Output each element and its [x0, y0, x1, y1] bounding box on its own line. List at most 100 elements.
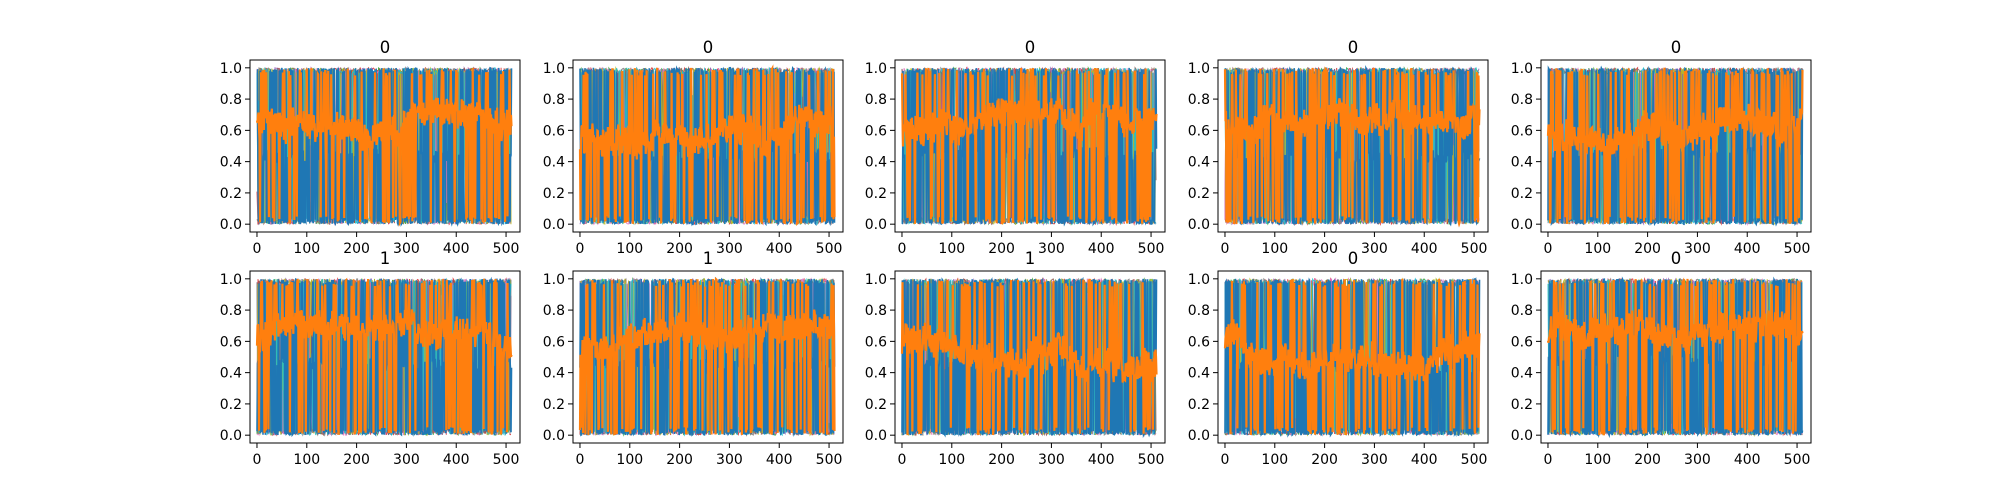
- y-tick-label: 0.0: [865, 217, 887, 233]
- x-tick-label: 100: [1584, 452, 1611, 468]
- x-tick-label: 100: [616, 452, 643, 468]
- y-tick-label: 0.2: [220, 397, 242, 413]
- subplot-5: 0 100 200 300 400 500 0.0 0.2 0.4 0.6 0.8 1.0 1: [220, 249, 521, 468]
- subplot-1: 0 100 200 300 400 500 0.0 0.2 0.4 0.6 0.8 1.0 0: [543, 38, 844, 257]
- y-tick-label: 0.8: [1188, 92, 1210, 108]
- x-tick-label: 400: [766, 241, 793, 257]
- y-tick-label: 1.0: [1511, 272, 1533, 288]
- axes-frame: [894, 270, 1166, 444]
- y-tick-label: 0.4: [865, 155, 887, 171]
- x-tick-label: 0: [898, 241, 907, 257]
- subplot-6: 0 100 200 300 400 500 0.0 0.2 0.4 0.6 0.8 1.0 1: [543, 249, 844, 468]
- plot-area: [578, 64, 836, 227]
- subplot-title: 1: [703, 249, 714, 268]
- series-line-2: [1546, 277, 1804, 436]
- y-tick-label: 1.0: [865, 61, 887, 77]
- x-tick-label: 0: [898, 452, 907, 468]
- y-tick-label: 0.6: [865, 123, 887, 139]
- plot-area: [578, 276, 836, 437]
- x-tick-label: 100: [938, 241, 965, 257]
- y-tick-label: 0.0: [1188, 217, 1210, 233]
- axes-frame: [1540, 270, 1812, 444]
- x-tick-label: 300: [1038, 452, 1065, 468]
- y-tick-label: 0.4: [220, 155, 242, 171]
- y-tick-label: 0.0: [1511, 428, 1533, 444]
- x-tick-label: 200: [343, 241, 370, 257]
- subplot-9: 0 100 200 300 400 500 0.0 0.2 0.4 0.6 0.8 1.0 0: [1511, 249, 1812, 468]
- y-tick-label: 0.0: [1511, 217, 1533, 233]
- y-tick-label: 0.2: [1188, 186, 1210, 202]
- y-tick-label: 0.6: [865, 334, 887, 350]
- y-tick-label: 0.2: [543, 397, 565, 413]
- y-tick-label: 0.0: [220, 428, 242, 444]
- x-tick-label: 200: [1311, 452, 1338, 468]
- axes-frame: [1217, 270, 1489, 444]
- plot-area: [255, 276, 513, 438]
- subplot-7: 0 100 200 300 400 500 0.0 0.2 0.4 0.6 0.8 1.0 1: [865, 249, 1166, 468]
- series-line-2: [900, 67, 1158, 225]
- x-tick-label: 0: [576, 452, 585, 468]
- series-line-2: [578, 276, 836, 436]
- y-tick-label: 0.2: [220, 186, 242, 202]
- y-tick-label: 0.4: [865, 366, 887, 382]
- y-tick-label: 1.0: [865, 272, 887, 288]
- x-tick-label: 300: [1361, 452, 1388, 468]
- y-tick-label: 0.8: [865, 303, 887, 319]
- x-tick-label: 300: [1684, 452, 1711, 468]
- x-tick-label: 200: [666, 241, 693, 257]
- x-tick-label: 400: [443, 452, 470, 468]
- x-tick-label: 500: [1138, 241, 1165, 257]
- y-tick-label: 0.6: [1511, 334, 1533, 350]
- series-line-2: [1223, 278, 1481, 436]
- y-tick-label: 0.2: [865, 397, 887, 413]
- y-tick-label: 0.8: [543, 92, 565, 108]
- y-tick-label: 0.8: [1188, 303, 1210, 319]
- x-tick-label: 500: [1784, 452, 1811, 468]
- x-tick-label: 100: [293, 241, 320, 257]
- y-tick-label: 0.8: [1511, 92, 1533, 108]
- x-tick-label: 400: [1411, 452, 1438, 468]
- y-tick-label: 0.2: [865, 186, 887, 202]
- y-tick-label: 0.6: [1188, 123, 1210, 139]
- y-tick-label: 0.6: [1511, 123, 1533, 139]
- y-tick-label: 0.6: [220, 334, 242, 350]
- x-tick-label: 200: [1634, 452, 1661, 468]
- y-tick-label: 0.2: [1188, 397, 1210, 413]
- series-line-2: [1546, 67, 1804, 225]
- x-tick-label: 200: [988, 452, 1015, 468]
- subplot-0: 0 100 200 300 400 500 0.0 0.2 0.4 0.6 0.8 1.0 0: [220, 38, 521, 257]
- x-tick-label: 100: [616, 241, 643, 257]
- y-tick-label: 0.8: [865, 92, 887, 108]
- subplot-title: 0: [1025, 38, 1036, 57]
- axes-frame: [1540, 59, 1812, 233]
- y-tick-label: 0.8: [220, 92, 242, 108]
- x-tick-label: 200: [343, 452, 370, 468]
- x-tick-label: 100: [293, 452, 320, 468]
- y-tick-label: 0.4: [543, 155, 565, 171]
- y-tick-label: 0.0: [543, 217, 565, 233]
- x-tick-label: 300: [1684, 241, 1711, 257]
- subplot-4: 0 100 200 300 400 500 0.0 0.2 0.4 0.6 0.8 1.0 0: [1511, 38, 1812, 257]
- x-tick-label: 400: [1734, 452, 1761, 468]
- plot-area: [1546, 276, 1804, 439]
- series-line-1: [1224, 65, 1481, 227]
- subplot-title: 0: [1348, 249, 1359, 268]
- x-tick-label: 200: [988, 241, 1015, 257]
- x-tick-label: 400: [766, 452, 793, 468]
- x-tick-label: 0: [1221, 452, 1230, 468]
- y-tick-label: 0.2: [1511, 186, 1533, 202]
- x-tick-label: 500: [816, 241, 843, 257]
- axes-frame: [894, 59, 1166, 233]
- axes-frame: [249, 270, 521, 444]
- x-tick-label: 300: [716, 241, 743, 257]
- y-tick-label: 0.6: [543, 334, 565, 350]
- x-tick-label: 300: [393, 452, 420, 468]
- y-tick-label: 0.0: [543, 428, 565, 444]
- x-tick-label: 400: [443, 241, 470, 257]
- y-tick-label: 0.4: [1511, 366, 1533, 382]
- plot-area: [1546, 65, 1804, 227]
- y-tick-label: 0.8: [1511, 303, 1533, 319]
- x-tick-label: 300: [1361, 241, 1388, 257]
- y-tick-label: 0.4: [1188, 155, 1210, 171]
